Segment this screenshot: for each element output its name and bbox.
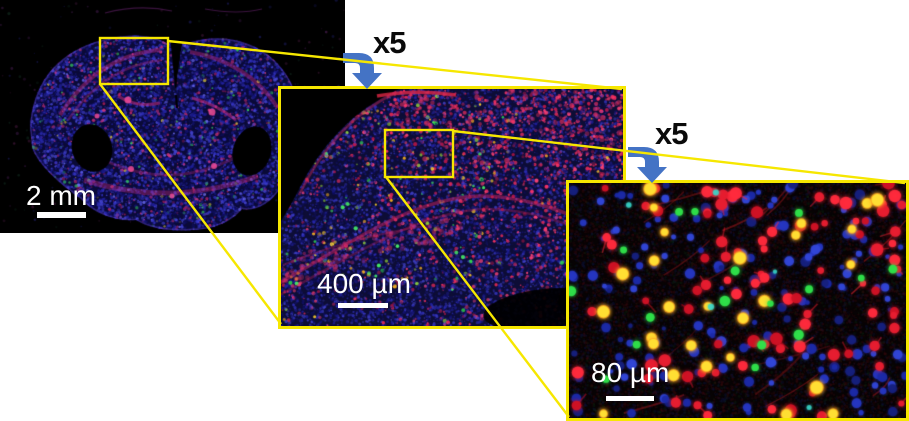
scale-bar-label: 2 mm xyxy=(26,180,96,211)
magnification-label: x5 xyxy=(655,116,688,151)
scale-bar-label: 400 µm xyxy=(317,268,411,299)
panel-cells-high-mag: 80 µm xyxy=(566,180,909,421)
scale-bar-label: 80 µm xyxy=(591,357,670,388)
cells-micrograph xyxy=(569,183,906,418)
scale-bar xyxy=(37,212,86,218)
magnification-label: x5 xyxy=(373,25,406,60)
scale-bar xyxy=(606,396,654,401)
scale-bar xyxy=(338,303,388,308)
